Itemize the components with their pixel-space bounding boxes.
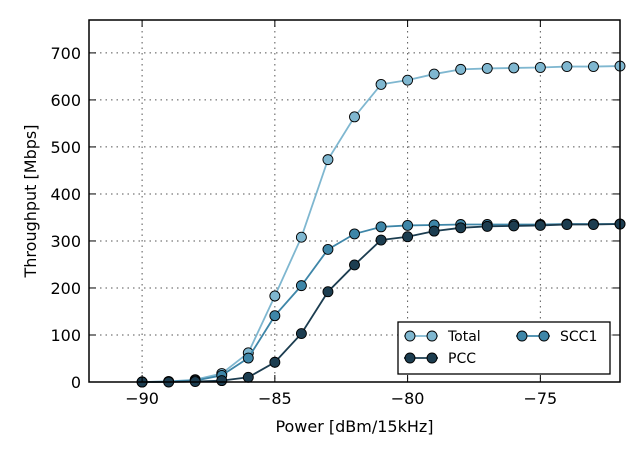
data-point-total (455, 63, 467, 75)
y-tick-label: 300 (50, 232, 81, 251)
legend-swatch-marker (426, 330, 438, 342)
y-tick-label: 600 (50, 91, 81, 110)
legend-swatch-marker (538, 330, 550, 342)
data-point-pcc (508, 220, 520, 232)
x-tick-label: −75 (523, 389, 557, 408)
y-tick-label: 400 (50, 185, 81, 204)
legend-label: SCC1 (560, 329, 597, 345)
data-point-pcc (269, 356, 281, 368)
series-pcc (136, 218, 626, 388)
data-point-total (534, 62, 546, 73)
x-tick-label: −80 (391, 389, 425, 408)
data-point-scc1 (242, 352, 254, 364)
data-point-total (561, 61, 573, 72)
data-point-total (349, 111, 360, 123)
data-point-scc1 (375, 221, 387, 233)
legend-swatch-marker (404, 330, 416, 342)
data-point-pcc (588, 219, 599, 230)
data-point-pcc (349, 259, 360, 271)
data-point-total (269, 290, 281, 302)
data-point-total (322, 154, 334, 166)
legend-item-scc1: SCC1 (516, 329, 597, 345)
x-axis-label: Power [dBm/15kHz] (275, 417, 433, 436)
y-tick-label: 500 (50, 138, 81, 157)
y-axis-label: Throughput [Mbps] (21, 125, 40, 279)
legend-swatch-marker (404, 352, 416, 364)
legend-item-total: Total (404, 329, 481, 345)
data-point-scc1 (322, 243, 334, 255)
legend-box (397, 321, 611, 375)
data-point-pcc (561, 219, 573, 230)
data-point-pcc (455, 222, 467, 234)
data-point-total (295, 231, 307, 243)
data-point-scc1 (402, 219, 414, 231)
data-point-scc1 (295, 280, 307, 292)
data-point-scc1 (269, 310, 281, 322)
legend-label: PCC (448, 351, 476, 367)
data-point-pcc (481, 220, 493, 232)
data-point-pcc (322, 286, 334, 298)
data-point-total (588, 61, 599, 72)
y-tick-label: 700 (50, 44, 81, 63)
data-point-total (375, 78, 387, 90)
legend-swatch-marker (426, 352, 438, 364)
x-tick-label: −90 (125, 389, 159, 408)
data-point-total (508, 62, 520, 74)
data-point-total (481, 62, 493, 74)
data-point-pcc (216, 375, 228, 387)
y-tick-label: 0 (71, 373, 81, 392)
data-point-scc1 (349, 228, 360, 240)
y-tick-label: 200 (50, 279, 81, 298)
x-tick-label: −85 (258, 389, 292, 408)
data-point-pcc (242, 371, 254, 383)
legend-swatch-marker (516, 330, 528, 342)
data-point-pcc (402, 231, 414, 243)
axis-ticks: −90 −85 −80 −75 0 100 200 300 400 500 600 700 (50, 20, 620, 408)
data-point-pcc (428, 225, 440, 237)
data-point-pcc (534, 219, 546, 231)
data-point-total (402, 74, 414, 86)
data-point-pcc (295, 328, 307, 340)
plot-frame (88, 19, 621, 383)
data-point-total (428, 68, 440, 80)
data-point-pcc (375, 234, 387, 246)
legend-item-pcc: PCC (404, 351, 476, 367)
legend-label: Total (447, 329, 481, 345)
y-tick-label: 100 (50, 326, 81, 345)
legend: Total SCC1 PCC (397, 321, 611, 375)
